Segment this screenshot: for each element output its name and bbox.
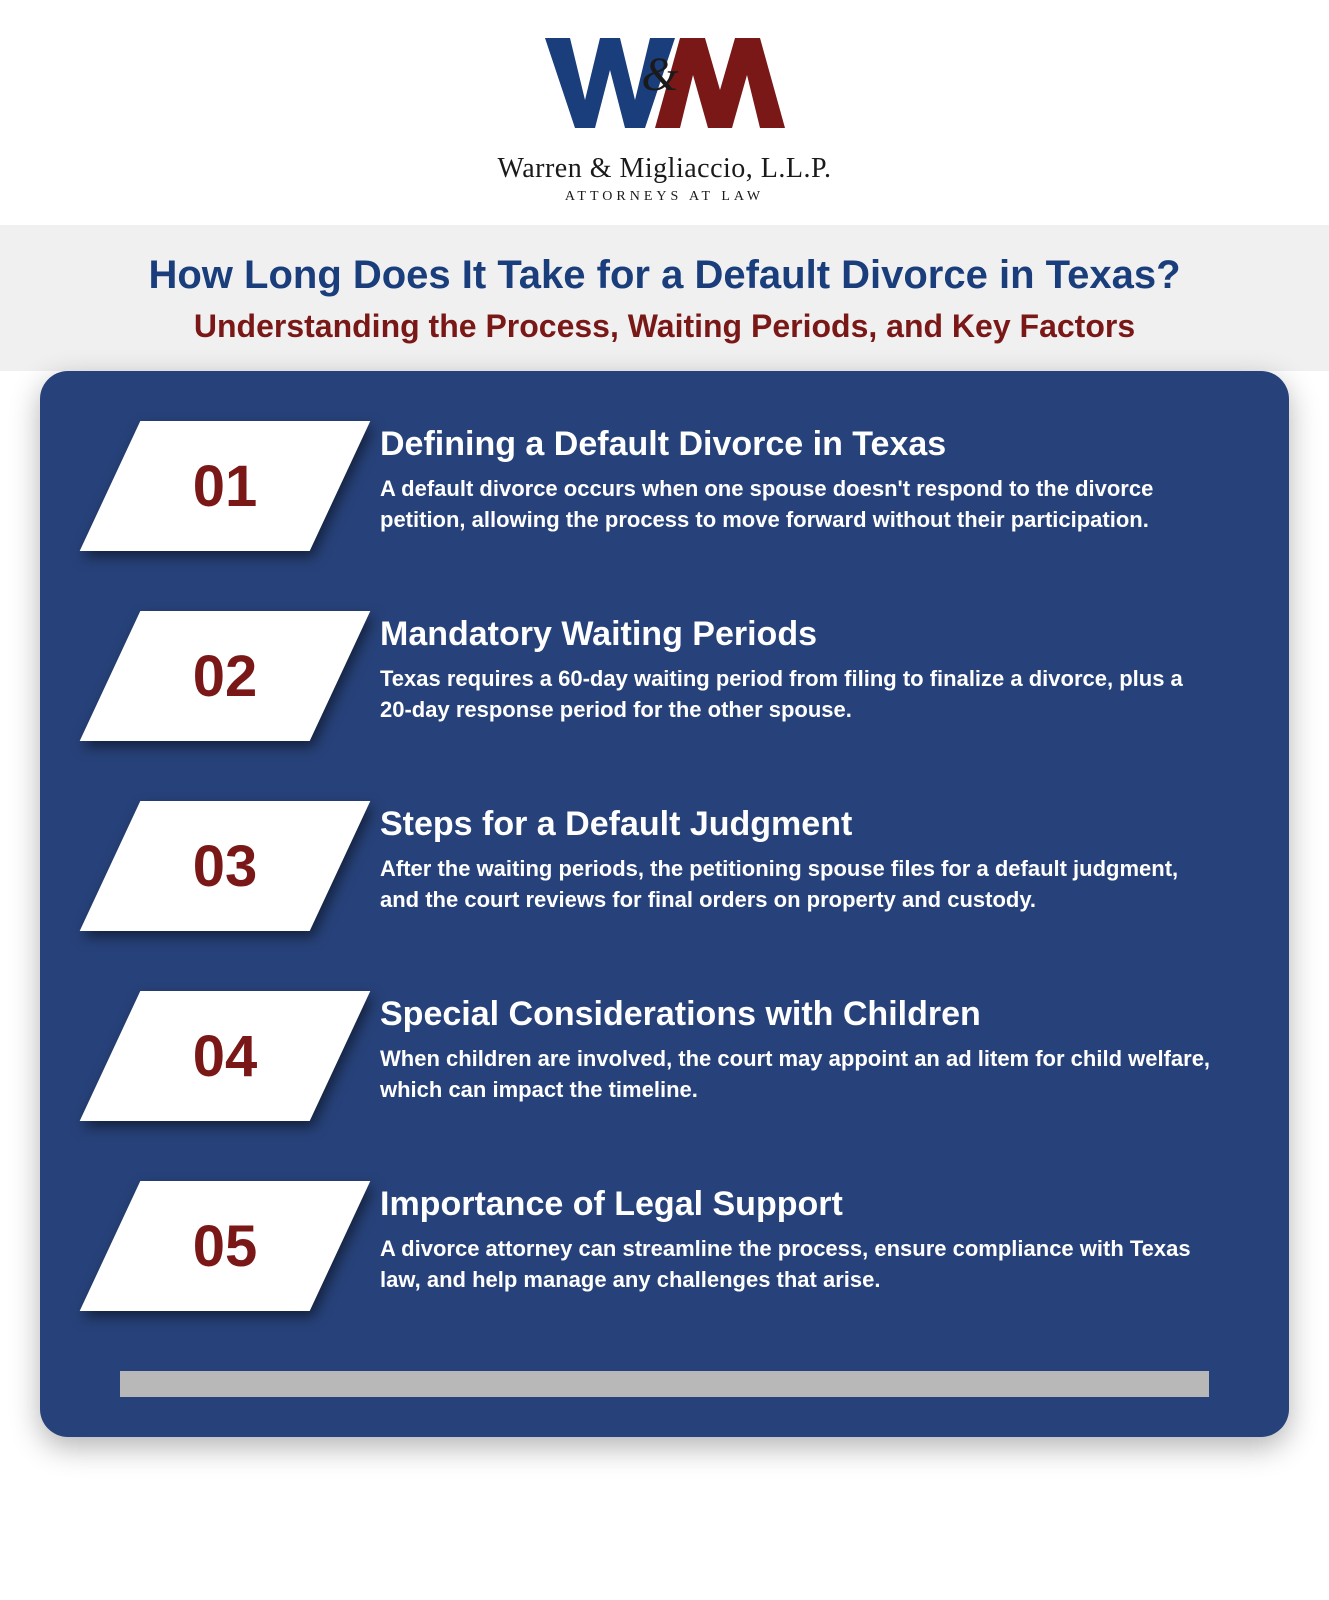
item-body: A divorce attorney can streamline the pr… [380,1234,1219,1296]
number-shape: 05 [110,1181,340,1311]
logo-area: & Warren & Migliaccio, L.L.P. ATTORNEYS … [0,0,1329,225]
item-body: When children are involved, the court ma… [380,1044,1219,1106]
item-body: After the waiting periods, the petitioni… [380,854,1219,916]
list-item: 04 Special Considerations with Children … [110,991,1219,1121]
title-bar: How Long Does It Take for a Default Divo… [0,225,1329,371]
subtitle: Understanding the Process, Waiting Perio… [60,308,1269,345]
item-number: 02 [193,643,258,710]
item-number: 01 [193,453,258,520]
list-item: 03 Steps for a Default Judgment After th… [110,801,1219,931]
item-body: Texas requires a 60-day waiting period f… [380,664,1219,726]
item-body: A default divorce occurs when one spouse… [380,474,1219,536]
item-number: 05 [193,1213,258,1280]
item-content: Steps for a Default Judgment After the w… [380,801,1219,916]
number-shape: 02 [110,611,340,741]
footer-bar [120,1371,1209,1397]
number-shape: 03 [110,801,340,931]
firm-tagline: ATTORNEYS AT LAW [0,189,1329,205]
item-title: Defining a Default Divorce in Texas [380,425,1219,464]
firm-name: Warren & Migliaccio, L.L.P. [0,153,1329,185]
wm-logo-icon: & [535,30,795,140]
content-panel: 01 Defining a Default Divorce in Texas A… [40,371,1289,1437]
list-item: 01 Defining a Default Divorce in Texas A… [110,421,1219,551]
item-title: Special Considerations with Children [380,995,1219,1034]
svg-text:&: & [641,48,679,101]
list-item: 02 Mandatory Waiting Periods Texas requi… [110,611,1219,741]
item-number: 03 [193,833,258,900]
panel-wrap: 01 Defining a Default Divorce in Texas A… [0,371,1329,1477]
number-shape: 04 [110,991,340,1121]
number-shape: 01 [110,421,340,551]
item-content: Mandatory Waiting Periods Texas requires… [380,611,1219,726]
item-title: Steps for a Default Judgment [380,805,1219,844]
item-title: Importance of Legal Support [380,1185,1219,1224]
item-content: Importance of Legal Support A divorce at… [380,1181,1219,1296]
logo-mark: & [535,30,795,145]
page: & Warren & Migliaccio, L.L.P. ATTORNEYS … [0,0,1329,1477]
main-title: How Long Does It Take for a Default Divo… [60,253,1269,298]
item-number: 04 [193,1023,258,1090]
item-title: Mandatory Waiting Periods [380,615,1219,654]
list-item: 05 Importance of Legal Support A divorce… [110,1181,1219,1311]
item-content: Defining a Default Divorce in Texas A de… [380,421,1219,536]
item-content: Special Considerations with Children Whe… [380,991,1219,1106]
